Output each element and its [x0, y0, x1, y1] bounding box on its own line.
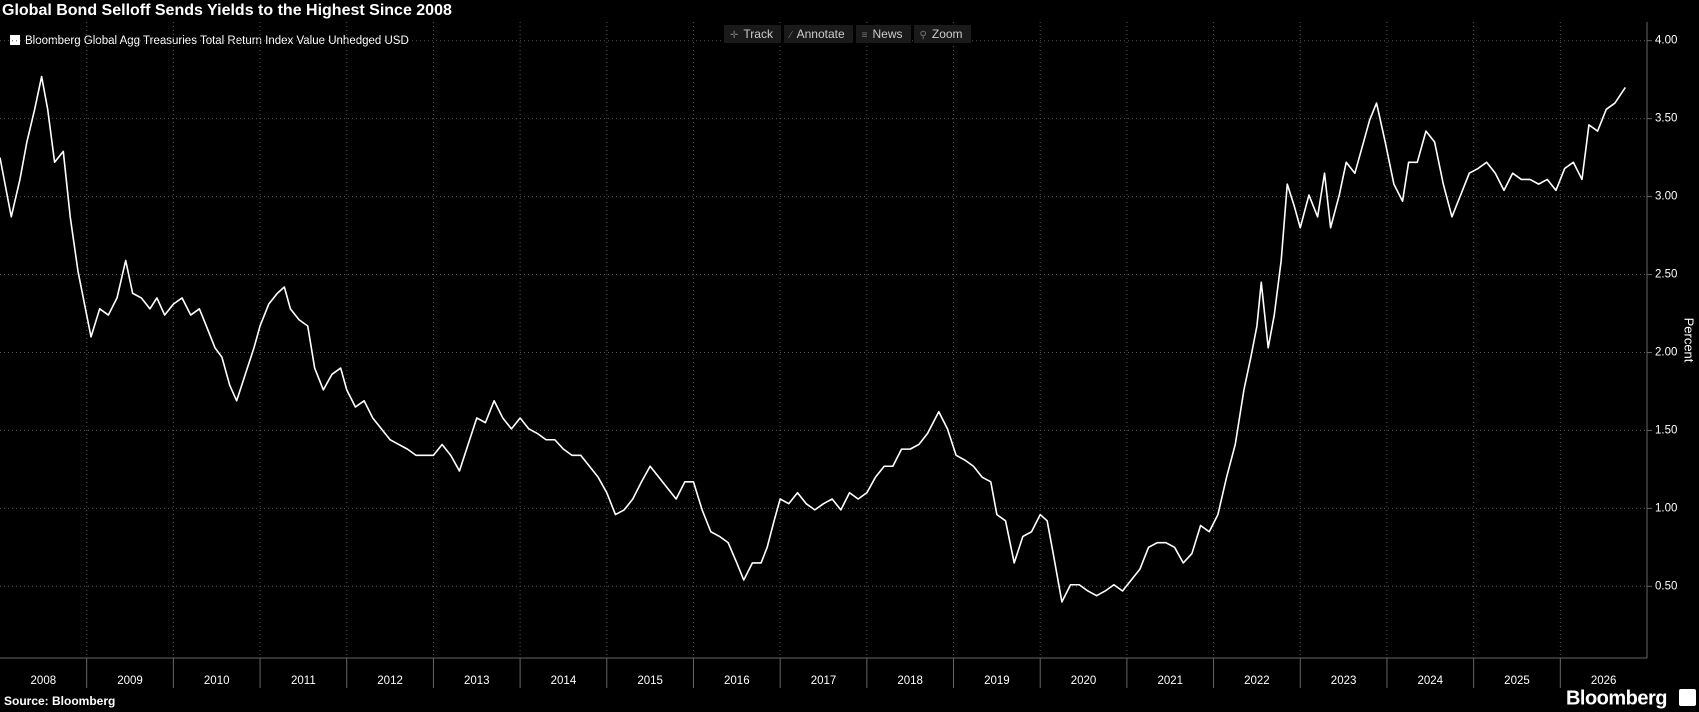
x-tick-label: 2013	[464, 675, 490, 687]
toolbar-label: Annotate	[796, 27, 845, 41]
x-tick-label: 2016	[724, 675, 750, 687]
x-tick-label: 2009	[117, 675, 143, 687]
x-tick-label: 2012	[377, 675, 403, 687]
x-tick-label: 2020	[1071, 675, 1097, 687]
toolbar-button[interactable]: ✛ Track	[724, 25, 781, 43]
y-tick-label: 1.00	[1655, 502, 1677, 514]
y-tick-label: 2.50	[1655, 269, 1677, 281]
toolbar: ✛ Track ∕ Annotate ≡ News ⚲ Zoom	[724, 25, 971, 43]
x-tick-label: 2025	[1504, 675, 1530, 687]
x-tick-label: 2011	[291, 675, 316, 687]
x-tick-label: 2010	[204, 675, 230, 687]
toolbar-icon: ⚲	[919, 30, 927, 41]
toolbar-button[interactable]: ⚲ Zoom	[913, 25, 971, 43]
x-tick-label: 2023	[1331, 675, 1357, 687]
y-tick-label: 3.50	[1655, 113, 1677, 125]
source: Source: Bloomberg	[4, 694, 115, 708]
toolbar-label: News	[872, 27, 903, 41]
y-tick-label: 3.00	[1655, 191, 1677, 203]
toolbar-label: Zoom	[931, 27, 963, 41]
brand-logo: Bloomberg	[1566, 687, 1667, 709]
legend-swatch	[10, 35, 20, 45]
x-tick-label: 2015	[637, 675, 663, 687]
toolbar-icon: ✛	[730, 30, 739, 41]
x-tick-label: 2024	[1417, 675, 1443, 687]
x-tick-label: 2014	[551, 675, 577, 687]
x-tick-label: 2019	[984, 675, 1010, 687]
x-tick-label: 2022	[1244, 675, 1270, 687]
toolbar-icon: ∕	[789, 30, 792, 41]
toolbar-label: Track	[743, 27, 773, 41]
x-tick-label: 2017	[811, 675, 837, 687]
brand-icon	[1679, 689, 1696, 706]
y-tick-label: 4.00	[1655, 35, 1677, 47]
x-tick-label: 2026	[1591, 675, 1617, 687]
toolbar-button[interactable]: ≡ News	[855, 25, 911, 43]
data-line	[0, 75, 1626, 603]
toolbar-icon: ≡	[861, 30, 868, 41]
y-tick-label: 1.50	[1655, 424, 1677, 436]
y-tick-label: 2.00	[1655, 347, 1677, 359]
toolbar-button[interactable]: ∕ Annotate	[783, 25, 853, 43]
chart-title: Global Bond Selloff Sends Yields to the …	[2, 2, 452, 19]
grid	[0, 22, 1647, 658]
y-axis-label: Percent	[1682, 318, 1697, 363]
y-tick-label: 0.50	[1655, 580, 1677, 592]
x-tick-label: 2021	[1157, 675, 1183, 687]
x-tick-label: 2008	[31, 675, 57, 687]
x-tick-label: 2018	[897, 675, 923, 687]
